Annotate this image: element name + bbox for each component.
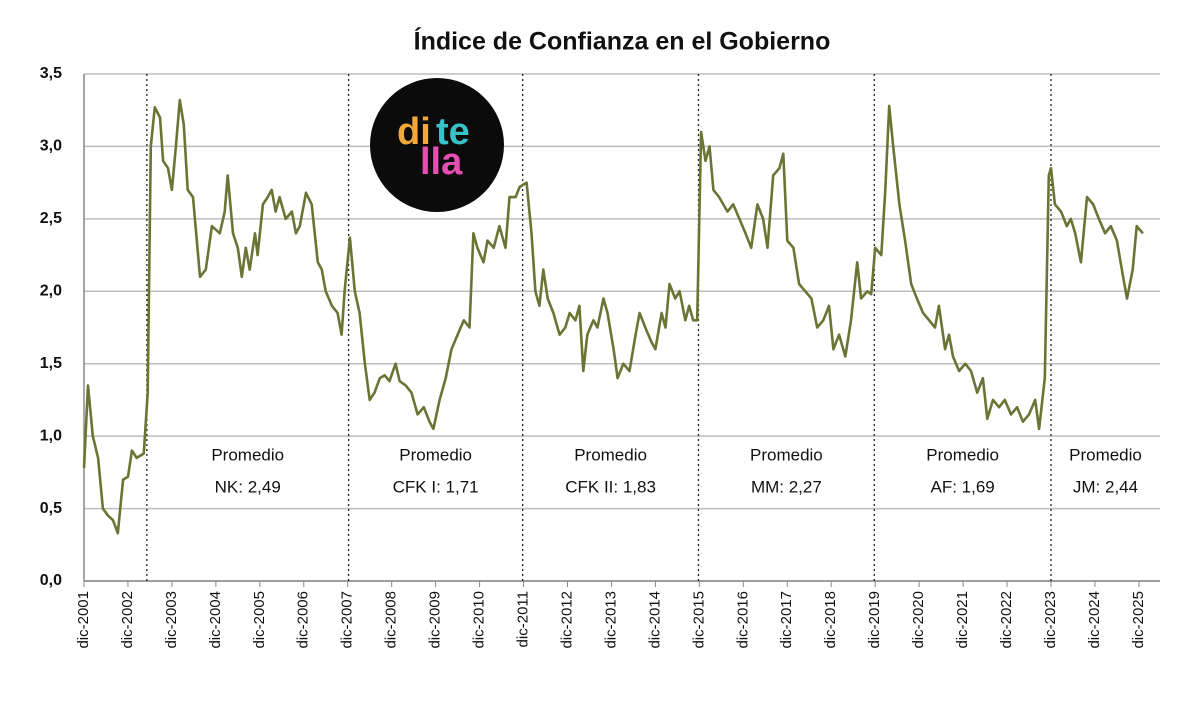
- y-tick-label: 3,0: [40, 138, 62, 155]
- x-tick-label: dic-2016: [734, 591, 751, 649]
- y-tick-label: 0,5: [40, 500, 62, 517]
- x-tick-label: dic-2002: [119, 591, 136, 649]
- x-tick-label: dic-2020: [910, 591, 927, 649]
- x-tick-label: dic-2005: [251, 591, 268, 649]
- x-tick-label: dic-2022: [998, 591, 1015, 649]
- x-tick-label: dic-2019: [866, 591, 883, 649]
- logo-circle: [370, 78, 504, 212]
- annotation-text: NK: 2,49: [215, 477, 281, 496]
- x-tick-label: dic-2023: [1042, 591, 1059, 649]
- x-tick-label: dic-2003: [163, 591, 180, 649]
- x-tick-label: dic-2006: [295, 591, 312, 649]
- logo: di te lla: [370, 78, 504, 212]
- x-tick-label: dic-2008: [383, 591, 400, 649]
- annotation-title: Promedio: [750, 445, 823, 464]
- x-tick-label: dic-2004: [207, 591, 224, 649]
- x-tick-label: dic-2025: [1130, 591, 1147, 649]
- data-line: [82, 98, 1144, 535]
- annotation-title: Promedio: [574, 445, 647, 464]
- annotation-title: Promedio: [211, 445, 284, 464]
- annotation-text: CFK I: 1,71: [393, 477, 479, 496]
- y-tick-label: 1,0: [40, 427, 62, 444]
- annotation-title: Promedio: [399, 445, 472, 464]
- x-tick-label: dic-2015: [690, 591, 707, 649]
- annotation-title: Promedio: [1069, 445, 1142, 464]
- x-tick-label: dic-2021: [954, 591, 971, 649]
- x-tick-label: dic-2024: [1086, 591, 1103, 649]
- x-tick-label: dic-2012: [558, 591, 575, 649]
- annotation-text: JM: 2,44: [1073, 477, 1138, 496]
- y-tick-label: 1,5: [40, 355, 62, 372]
- y-tick-label: 2,5: [40, 210, 62, 227]
- x-tick-label: dic-2017: [778, 591, 795, 649]
- logo-text: di: [397, 111, 431, 153]
- x-tick-label: dic-2001: [75, 591, 92, 649]
- annotation-title: Promedio: [926, 445, 999, 464]
- chart-title: Índice de Confianza en el Gobierno: [414, 27, 831, 56]
- y-tick-label: 0,0: [40, 572, 62, 589]
- x-tick-label: dic-2010: [471, 591, 488, 649]
- x-tick-label: dic-2014: [646, 591, 663, 649]
- annotation-text: AF: 1,69: [931, 477, 995, 496]
- x-tick-label: dic-2007: [339, 591, 356, 649]
- annotation-text: MM: 2,27: [751, 477, 822, 496]
- logo-text: te: [436, 111, 470, 153]
- x-tick-label: dic-2009: [427, 591, 444, 649]
- logo-text: lla: [420, 141, 463, 183]
- x-tick-label: dic-2018: [822, 591, 839, 649]
- x-tick-label: dic-2013: [602, 591, 619, 649]
- y-tick-label: 2,0: [40, 283, 62, 300]
- annotation-text: CFK II: 1,83: [565, 477, 656, 496]
- x-tick-label: dic-2011: [515, 591, 532, 647]
- y-tick-label: 3,5: [40, 65, 62, 82]
